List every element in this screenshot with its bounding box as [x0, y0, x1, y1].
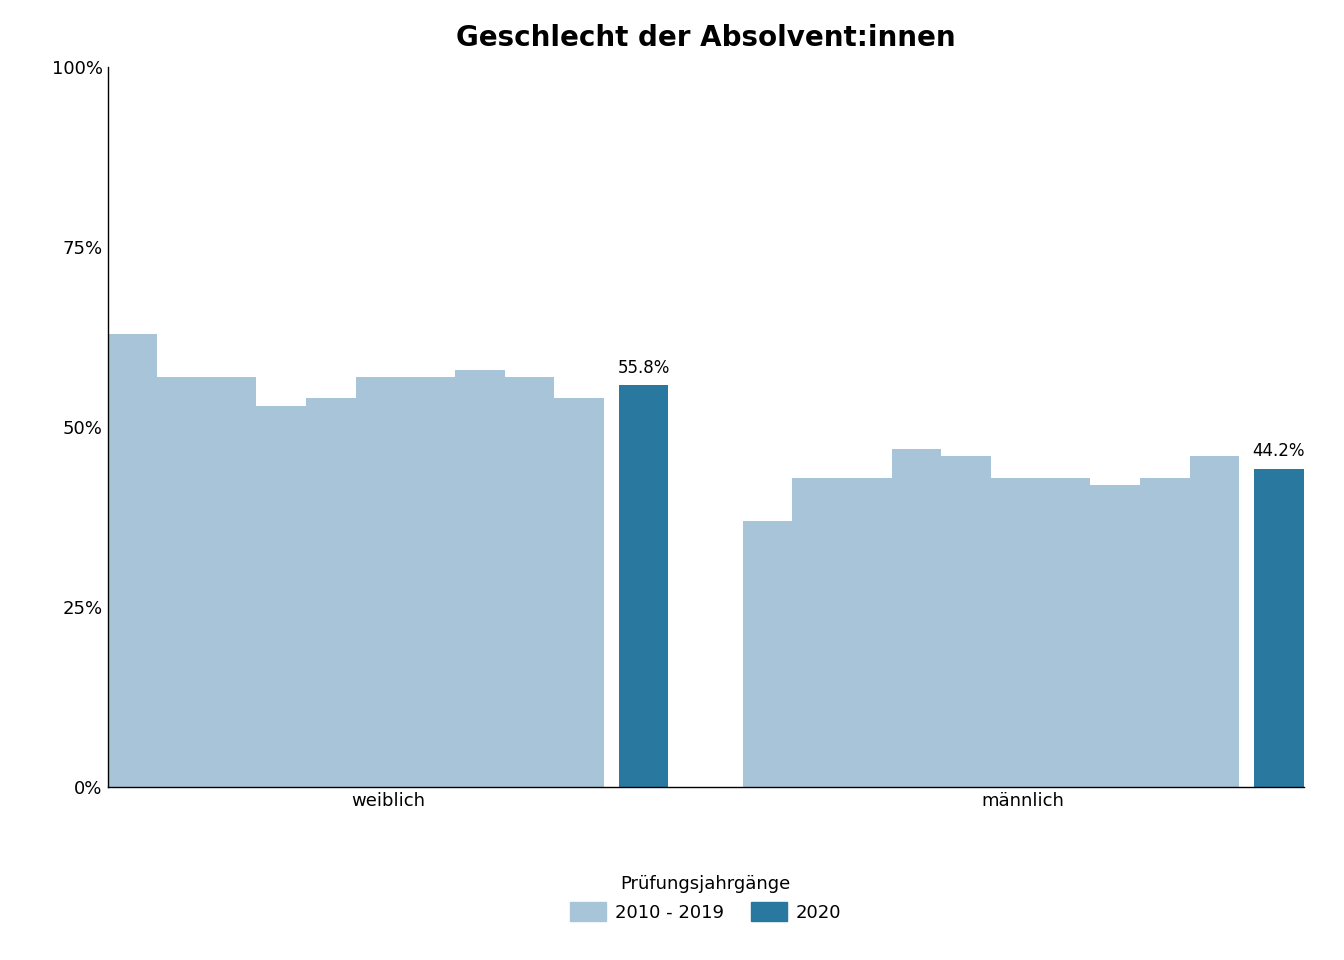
Bar — [991, 477, 1040, 787]
Bar — [1140, 477, 1189, 787]
Bar — [504, 376, 554, 787]
Legend: 2010 - 2019, 2020: 2010 - 2019, 2020 — [562, 868, 849, 929]
Bar — [406, 376, 456, 787]
Bar — [108, 333, 157, 787]
Bar — [157, 376, 207, 787]
Bar — [1254, 468, 1304, 787]
Bar — [743, 520, 793, 787]
Bar — [843, 477, 891, 787]
Bar — [941, 456, 991, 787]
Text: 55.8%: 55.8% — [617, 359, 669, 376]
Bar — [554, 398, 603, 787]
Bar — [1189, 456, 1239, 787]
Bar — [207, 376, 257, 787]
Bar — [793, 477, 843, 787]
Bar — [1040, 477, 1090, 787]
Text: 44.2%: 44.2% — [1253, 443, 1305, 460]
Title: Geschlecht der Absolvent:innen: Geschlecht der Absolvent:innen — [456, 24, 956, 53]
Bar — [1090, 485, 1140, 787]
Bar — [306, 398, 356, 787]
Bar — [891, 448, 941, 787]
Bar — [618, 386, 668, 787]
Bar — [356, 376, 406, 787]
Bar — [257, 405, 306, 787]
Bar — [456, 370, 504, 787]
